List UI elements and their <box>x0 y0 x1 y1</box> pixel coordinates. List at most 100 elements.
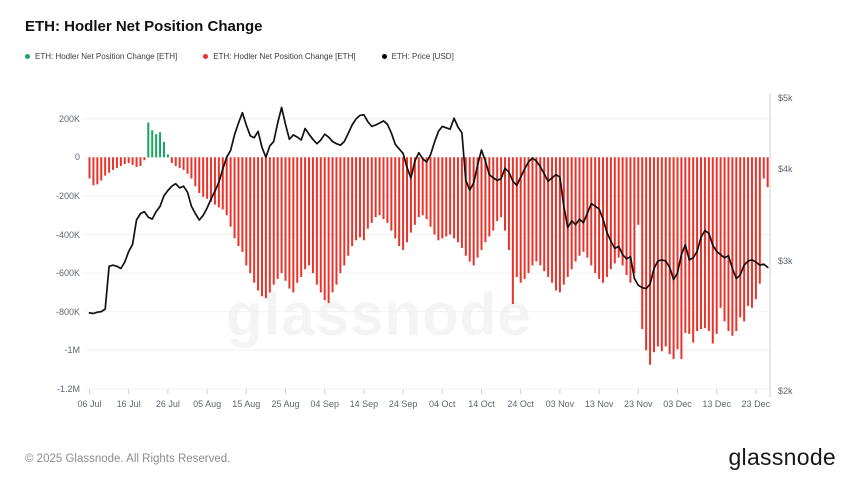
hodler-net-position-bar <box>629 157 632 283</box>
y-axis-label-left: -1M <box>64 345 81 356</box>
price-line <box>88 106 769 315</box>
hodler-net-position-bar <box>700 157 703 330</box>
hodler-net-position-bar <box>417 157 420 218</box>
hodler-net-position-bar <box>731 157 734 336</box>
y-axis-label-left: 200K <box>58 113 80 124</box>
hodler-net-position-bar <box>202 157 205 197</box>
hodler-net-position-bar <box>92 157 95 186</box>
legend-label: ETH: Hodler Net Position Change [ETH] <box>213 52 356 61</box>
hodler-net-position-bar <box>488 157 491 237</box>
hodler-net-position-bar <box>178 157 181 168</box>
page-title: ETH: Hodler Net Position Change <box>25 18 263 35</box>
chart-area[interactable]: glassnode 200K 0 -200K -400K -600K -800K -1M -1… <box>0 80 860 425</box>
hodler-net-position-bar <box>119 157 122 166</box>
hodler-net-position-bar <box>649 157 652 365</box>
hodler-net-position-bar <box>511 157 514 304</box>
hodler-net-position-bar <box>143 157 146 161</box>
hodler-net-position-bar <box>413 157 416 225</box>
hodler-net-position-bar <box>123 157 126 165</box>
hodler-net-position-bar <box>213 157 216 205</box>
y-axis-label-left: -600K <box>55 268 80 279</box>
hodler-net-position-bar <box>672 157 675 359</box>
hodler-net-position-bar <box>206 157 209 199</box>
x-axis-label: 23 Nov <box>624 399 653 409</box>
hodler-net-position-bar <box>127 157 130 164</box>
hodler-net-position-bar <box>668 157 671 355</box>
y-axis-label-left: 0 <box>74 152 80 163</box>
hodler-net-position-bar <box>523 157 526 279</box>
hodler-net-position-bar <box>225 157 228 216</box>
hodler-net-position-bar <box>492 157 495 231</box>
hodler-net-position-bar <box>108 157 111 173</box>
legend-item[interactable]: ETH: Hodler Net Position Change [ETH] <box>203 52 356 61</box>
legend-item[interactable]: ETH: Hodler Net Position Change [ETH] <box>25 52 177 61</box>
hodler-net-position-bar <box>292 157 295 293</box>
hodler-net-position-bar <box>598 157 601 279</box>
hodler-net-position-bar <box>268 157 271 293</box>
hodler-net-position-bar <box>253 157 256 283</box>
hodler-net-position-bar <box>100 157 103 181</box>
hodler-net-position-bar <box>241 157 244 252</box>
hodler-net-position-bar <box>480 157 483 250</box>
hodler-net-position-bar <box>566 157 569 277</box>
hodler-net-position-bar <box>210 157 213 202</box>
hodler-net-position-bar <box>104 157 107 176</box>
hodler-net-position-bar <box>519 157 522 283</box>
legend-label: ETH: Hodler Net Position Change [ETH] <box>35 52 178 61</box>
hodler-net-position-bar <box>590 157 593 266</box>
hodler-net-position-bar <box>406 157 409 243</box>
hodler-net-position-bar <box>735 157 738 331</box>
hodler-net-position-bar <box>739 157 742 318</box>
x-axis-label: 14 Oct <box>468 399 495 409</box>
hodler-net-position-bar <box>280 157 283 274</box>
hodler-net-position-bar <box>358 157 361 238</box>
hodler-net-position-bar <box>311 157 314 274</box>
y-axis-label-left: -1.2M <box>56 383 80 394</box>
hodler-net-position-bar <box>527 157 530 274</box>
hodler-net-position-bar <box>578 157 581 256</box>
hodler-net-position-bar <box>558 157 561 293</box>
hodler-net-position-bar <box>707 157 710 331</box>
hodler-net-position-bar <box>194 157 197 187</box>
hodler-net-position-bar <box>660 157 663 352</box>
x-axis-label: 04 Oct <box>429 399 456 409</box>
hodler-net-position-bar <box>233 157 236 239</box>
hodler-net-position-bar <box>347 157 350 256</box>
y-axis-label-right: $2k <box>778 385 793 396</box>
hodler-net-position-bar <box>249 157 252 274</box>
hodler-net-position-bar <box>331 157 334 293</box>
hodler-net-position-bar <box>456 157 459 243</box>
legend-dot-icon <box>381 54 387 59</box>
x-axis-label: 13 Nov <box>584 399 614 409</box>
hodler-net-position-bar <box>711 157 714 344</box>
hodler-net-position-bar <box>641 157 644 330</box>
watermark: glassnode <box>226 280 532 349</box>
hodler-net-position-bar <box>504 157 507 231</box>
hodler-net-position-bar <box>703 157 706 329</box>
legend-dot-icon <box>25 54 30 59</box>
hodler-net-position-bar <box>727 157 730 331</box>
hodler-net-position-bar <box>484 157 487 243</box>
hodler-net-position-bar <box>692 157 695 343</box>
hodler-net-position-bar <box>402 157 405 250</box>
hodler-net-position-bar <box>335 157 338 285</box>
hodler-net-position-bar <box>382 157 385 220</box>
hodler-net-position-bar <box>162 141 165 158</box>
hodler-net-position-bar <box>88 157 91 179</box>
hodler-net-position-bar <box>296 157 299 283</box>
hodler-net-position-bar <box>115 157 118 168</box>
x-axis-label: 26 Jul <box>155 399 180 409</box>
y-axis-label-right: $5k <box>778 92 793 103</box>
hodler-net-position-bar <box>500 157 503 218</box>
hodler-net-position-bar <box>429 157 432 227</box>
hodler-net-position-bar <box>754 157 757 300</box>
hodler-net-position-bar <box>394 157 397 239</box>
hodler-net-position-bar <box>182 157 185 170</box>
legend-item[interactable]: ETH: Price [USD] <box>381 52 454 61</box>
hodler-net-position-bar <box>319 157 322 293</box>
hodler-net-position-bar <box>551 157 554 283</box>
hodler-net-position-bar <box>260 157 263 297</box>
hodler-net-position-bar <box>562 157 565 285</box>
hodler-net-position-bar <box>257 157 260 291</box>
